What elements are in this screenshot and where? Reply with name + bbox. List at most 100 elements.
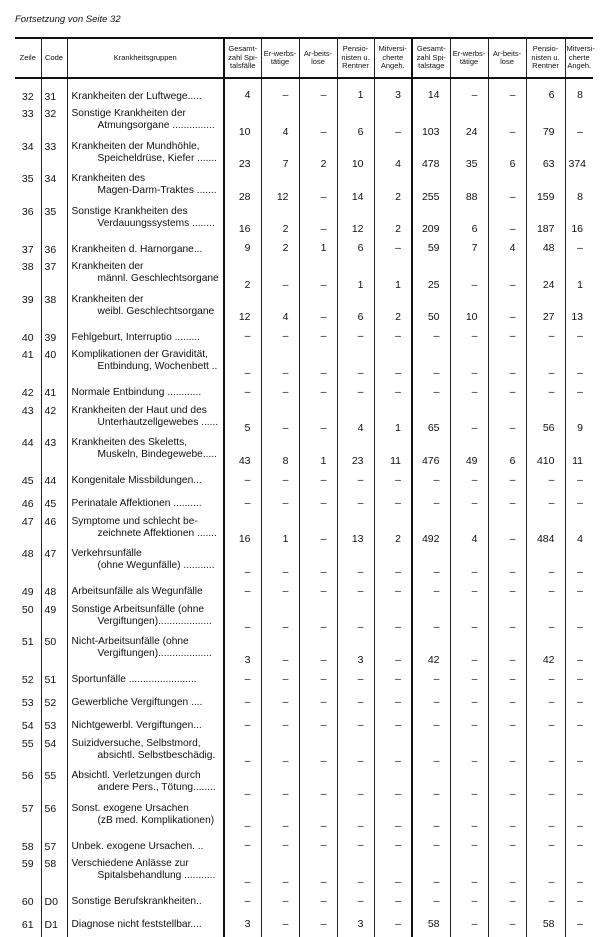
disease-group-label: Krankheiten des Skeletts, Muskeln, Bindeg…: [66, 437, 224, 470]
value-cell: –: [564, 714, 593, 738]
value-cell: 187: [525, 205, 565, 238]
value-cell: –: [260, 913, 299, 937]
value-cell: 2: [223, 261, 261, 294]
row-number: 43: [21, 404, 34, 417]
label-line: Krankheiten der Luftwege.....: [71, 90, 202, 102]
value-cell: –: [525, 737, 565, 770]
value-cell: –: [564, 737, 593, 770]
value-cell: 58: [525, 913, 565, 937]
value-cell: –: [260, 381, 299, 405]
value-cell: –: [223, 349, 261, 382]
value-cell: –: [260, 404, 299, 437]
label-line: Diagnose nicht feststellbar....: [71, 919, 202, 930]
disease-group-label: Sonstige Arbeitsunfälle (ohne Vergiftunge…: [66, 603, 224, 636]
value-cell: –: [449, 326, 488, 349]
disease-group-label: Krankheiten d. Harnorgane...: [66, 238, 224, 261]
label-line: Atmungsorgane ...............: [97, 120, 215, 131]
row-number: 53: [21, 697, 34, 709]
value-cell: –: [449, 580, 488, 604]
value-cell: 6: [525, 78, 565, 108]
value-cell: –: [336, 580, 374, 604]
value-cell: 1: [298, 437, 337, 470]
value-cell: –: [564, 548, 593, 581]
value-cell: –: [449, 636, 488, 669]
value-cell: –: [223, 492, 261, 516]
row-number: 60: [21, 896, 34, 908]
value-cell: 42: [411, 636, 450, 669]
diagnosis-code: 52: [40, 691, 67, 715]
row-number: 54: [21, 720, 34, 732]
diagnosis-code: 58: [40, 858, 67, 891]
value-cell: –: [411, 858, 450, 891]
value-cell: 10: [223, 108, 261, 141]
label-line: Unterhautzellgewebes ......: [97, 416, 219, 428]
value-cell: –: [223, 714, 261, 738]
value-cell: 12: [260, 173, 299, 206]
disease-group-label: Suizidversuche, Selbstmord, absichtl. Sel…: [66, 737, 224, 770]
label-line: Sportunfälle ........................: [71, 674, 197, 685]
value-cell: –: [260, 691, 299, 715]
value-cell: –: [487, 381, 526, 405]
value-cell: –: [411, 603, 450, 636]
row-number: 45: [21, 475, 34, 487]
label-line: Symptome und schlecht be-: [71, 515, 198, 527]
row-number: 34: [21, 140, 34, 153]
value-cell: 1: [336, 78, 374, 108]
value-cell: –: [449, 78, 488, 108]
value-cell: 3: [336, 636, 374, 669]
value-cell: 8: [564, 78, 593, 108]
table-row: 50 49 Sonstige Arbeitsunfälle (ohne Vergift…: [15, 603, 593, 636]
value-cell: –: [260, 714, 299, 738]
value-cell: –: [260, 603, 299, 636]
value-cell: –: [298, 326, 337, 349]
value-cell: –: [487, 548, 526, 581]
label-line: Spitalsbehandlung ...........: [97, 870, 216, 881]
label-line: Krankheiten des Skeletts,: [71, 437, 188, 448]
diagnosis-code: 31: [40, 78, 67, 108]
value-cell: –: [260, 737, 299, 770]
value-cell: –: [298, 636, 337, 669]
label-line: Sonstige Berufskrankheiten..: [71, 896, 202, 907]
value-cell: –: [223, 737, 261, 770]
diagnosis-code: 54: [40, 737, 67, 770]
value-cell: 476: [411, 437, 450, 470]
value-cell: 65: [411, 404, 450, 437]
value-cell: –: [449, 770, 488, 803]
label-line: Gewerbliche Vergiftungen ....: [71, 697, 203, 708]
value-cell: 484: [525, 515, 565, 548]
value-cell: –: [373, 469, 412, 493]
label-line: Perinatale Affektionen ..........: [71, 498, 202, 509]
column-header: Mitversi-cherte Angeh.: [373, 37, 412, 79]
value-cell: 88: [449, 173, 488, 206]
table-row: 53 52 Gewerbliche Vergiftungen .... – – – – – – –…: [15, 691, 593, 715]
label-line: zeichnete Affektionen .......: [97, 527, 217, 539]
value-cell: –: [411, 691, 450, 715]
value-cell: 16: [223, 205, 261, 238]
value-cell: –: [223, 770, 261, 803]
value-cell: –: [525, 548, 565, 581]
value-cell: –: [564, 580, 593, 604]
value-cell: 48: [525, 238, 565, 261]
value-cell: 374: [564, 140, 593, 173]
value-cell: 5: [223, 404, 261, 437]
value-cell: –: [525, 492, 565, 516]
value-cell: –: [564, 770, 593, 803]
value-cell: 4: [373, 140, 412, 173]
value-cell: 27: [525, 293, 565, 326]
value-cell: 1: [336, 261, 374, 294]
label-line: Krankheiten der: [71, 293, 144, 305]
value-cell: –: [373, 580, 412, 604]
value-cell: –: [298, 668, 337, 692]
value-cell: –: [336, 714, 374, 738]
value-cell: –: [336, 349, 374, 382]
row-number: 35: [21, 173, 34, 185]
value-cell: –: [260, 668, 299, 692]
diagnosis-code: 44: [40, 469, 67, 493]
value-cell: –: [373, 890, 412, 914]
value-cell: –: [223, 691, 261, 715]
value-cell: –: [298, 492, 337, 516]
value-cell: 2: [260, 238, 299, 261]
value-cell: 6: [487, 140, 526, 173]
value-cell: 2: [373, 515, 412, 548]
label-line: Fehlgeburt, Interruptio .........: [71, 331, 201, 343]
